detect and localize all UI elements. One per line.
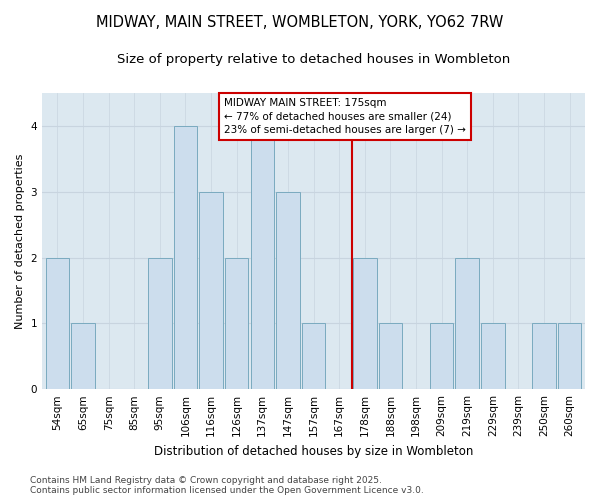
Bar — [430, 324, 454, 389]
Bar — [173, 126, 197, 389]
Bar — [532, 324, 556, 389]
Bar — [46, 258, 69, 389]
Y-axis label: Number of detached properties: Number of detached properties — [15, 154, 25, 329]
Bar — [71, 324, 95, 389]
Bar — [558, 324, 581, 389]
Bar — [251, 126, 274, 389]
Bar — [481, 324, 505, 389]
Bar — [199, 192, 223, 389]
Text: MIDWAY MAIN STREET: 175sqm
← 77% of detached houses are smaller (24)
23% of semi: MIDWAY MAIN STREET: 175sqm ← 77% of deta… — [224, 98, 466, 134]
Bar — [353, 258, 377, 389]
Text: Contains HM Land Registry data © Crown copyright and database right 2025.
Contai: Contains HM Land Registry data © Crown c… — [30, 476, 424, 495]
Text: MIDWAY, MAIN STREET, WOMBLETON, YORK, YO62 7RW: MIDWAY, MAIN STREET, WOMBLETON, YORK, YO… — [97, 15, 503, 30]
X-axis label: Distribution of detached houses by size in Wombleton: Distribution of detached houses by size … — [154, 444, 473, 458]
Bar — [302, 324, 325, 389]
Bar — [148, 258, 172, 389]
Bar — [225, 258, 248, 389]
Bar — [379, 324, 402, 389]
Bar — [455, 258, 479, 389]
Bar — [276, 192, 299, 389]
Title: Size of property relative to detached houses in Wombleton: Size of property relative to detached ho… — [117, 52, 510, 66]
